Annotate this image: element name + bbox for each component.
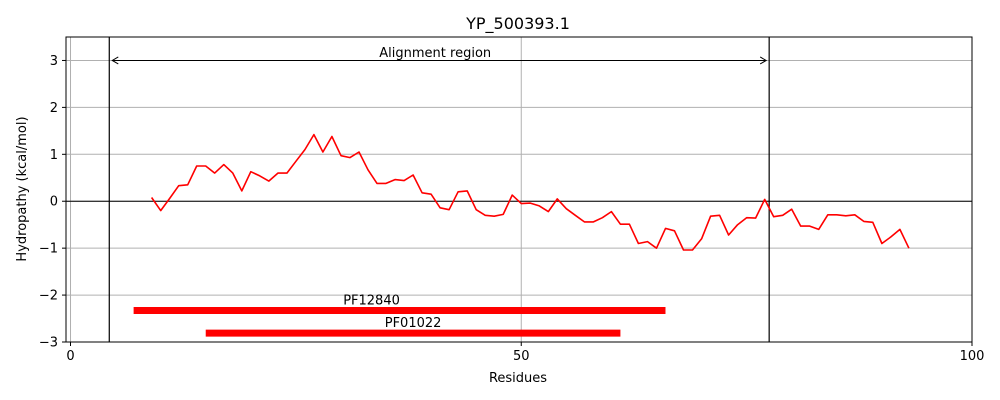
x-tick-label: 0 <box>66 349 74 364</box>
alignment-arrow-left-head <box>111 56 119 65</box>
chart-title: YP_500393.1 <box>465 14 570 34</box>
plot-border <box>65 36 973 343</box>
y-tick-label: −3 <box>39 336 58 351</box>
domain-bars <box>133 307 666 337</box>
axis-ticks: 0 50 100 −3 −2 −1 0 1 2 3 <box>39 54 985 364</box>
alignment-region-label: Alignment region <box>379 46 491 61</box>
domain-label-pf12840: PF12840 <box>343 294 400 309</box>
y-tick-label: 0 <box>50 195 58 210</box>
grid-lines <box>66 37 973 343</box>
x-tick-label: 50 <box>513 349 530 364</box>
x-tick-label: 100 <box>960 349 985 364</box>
domain-label-pf01022: PF01022 <box>385 316 442 331</box>
y-tick-label: 1 <box>50 148 58 163</box>
annotations: Alignment region PF12840 PF01022 <box>111 46 768 331</box>
reference-lines <box>66 37 972 342</box>
series-lines <box>150 133 910 251</box>
y-axis-label: Hydropathy (kcal/mol) <box>15 116 30 261</box>
hydropathy-series-line <box>150 133 910 251</box>
alignment-arrow-right-head <box>759 56 768 65</box>
y-tick-label: −1 <box>39 242 58 257</box>
y-tick-label: −2 <box>39 289 58 304</box>
plot-frame <box>65 36 973 343</box>
x-axis-label: Residues <box>489 371 547 386</box>
y-tick-label: 3 <box>50 54 58 69</box>
y-tick-label: 2 <box>50 101 58 116</box>
